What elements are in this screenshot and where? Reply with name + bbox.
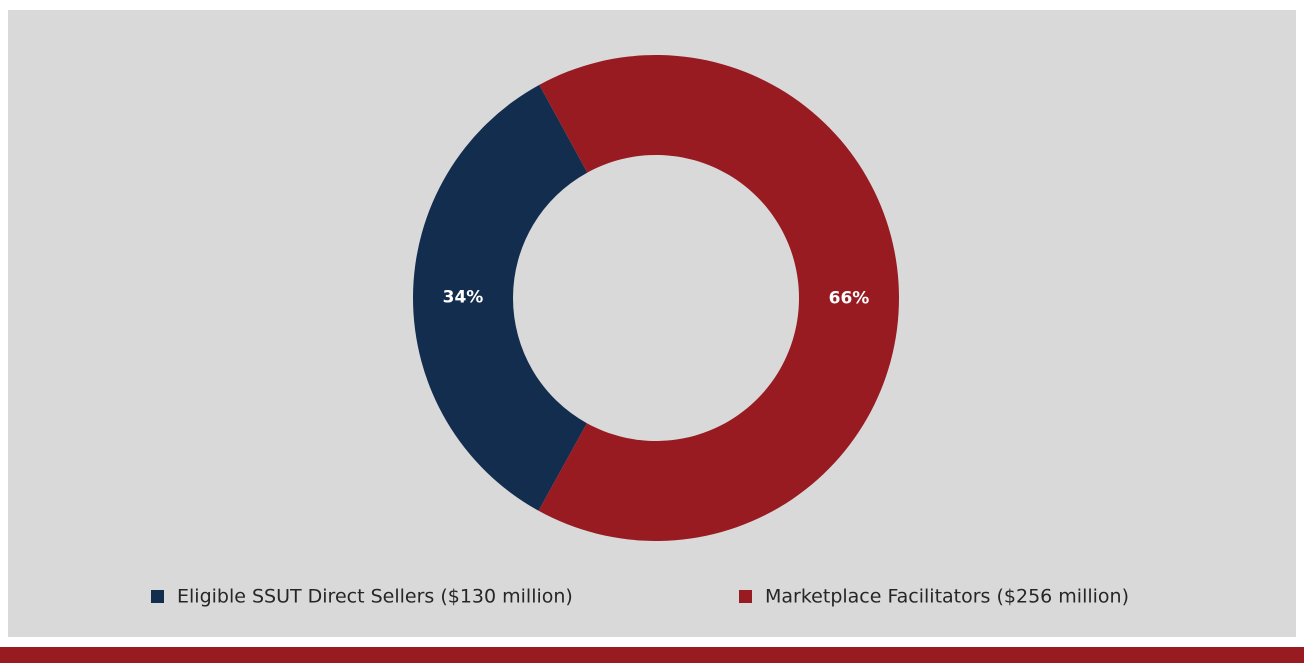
value-label: 66% <box>829 288 870 308</box>
donut-slice <box>413 84 588 511</box>
footer-bar <box>0 647 1304 663</box>
donut-slice <box>538 54 899 542</box>
legend-swatch <box>151 590 164 603</box>
legend-label: Eligible SSUT Direct Sellers ($130 milli… <box>177 586 573 608</box>
legend-swatch <box>739 590 752 603</box>
legend-label: Marketplace Facilitators ($256 million) <box>765 586 1129 608</box>
value-label: 34% <box>443 288 484 308</box>
